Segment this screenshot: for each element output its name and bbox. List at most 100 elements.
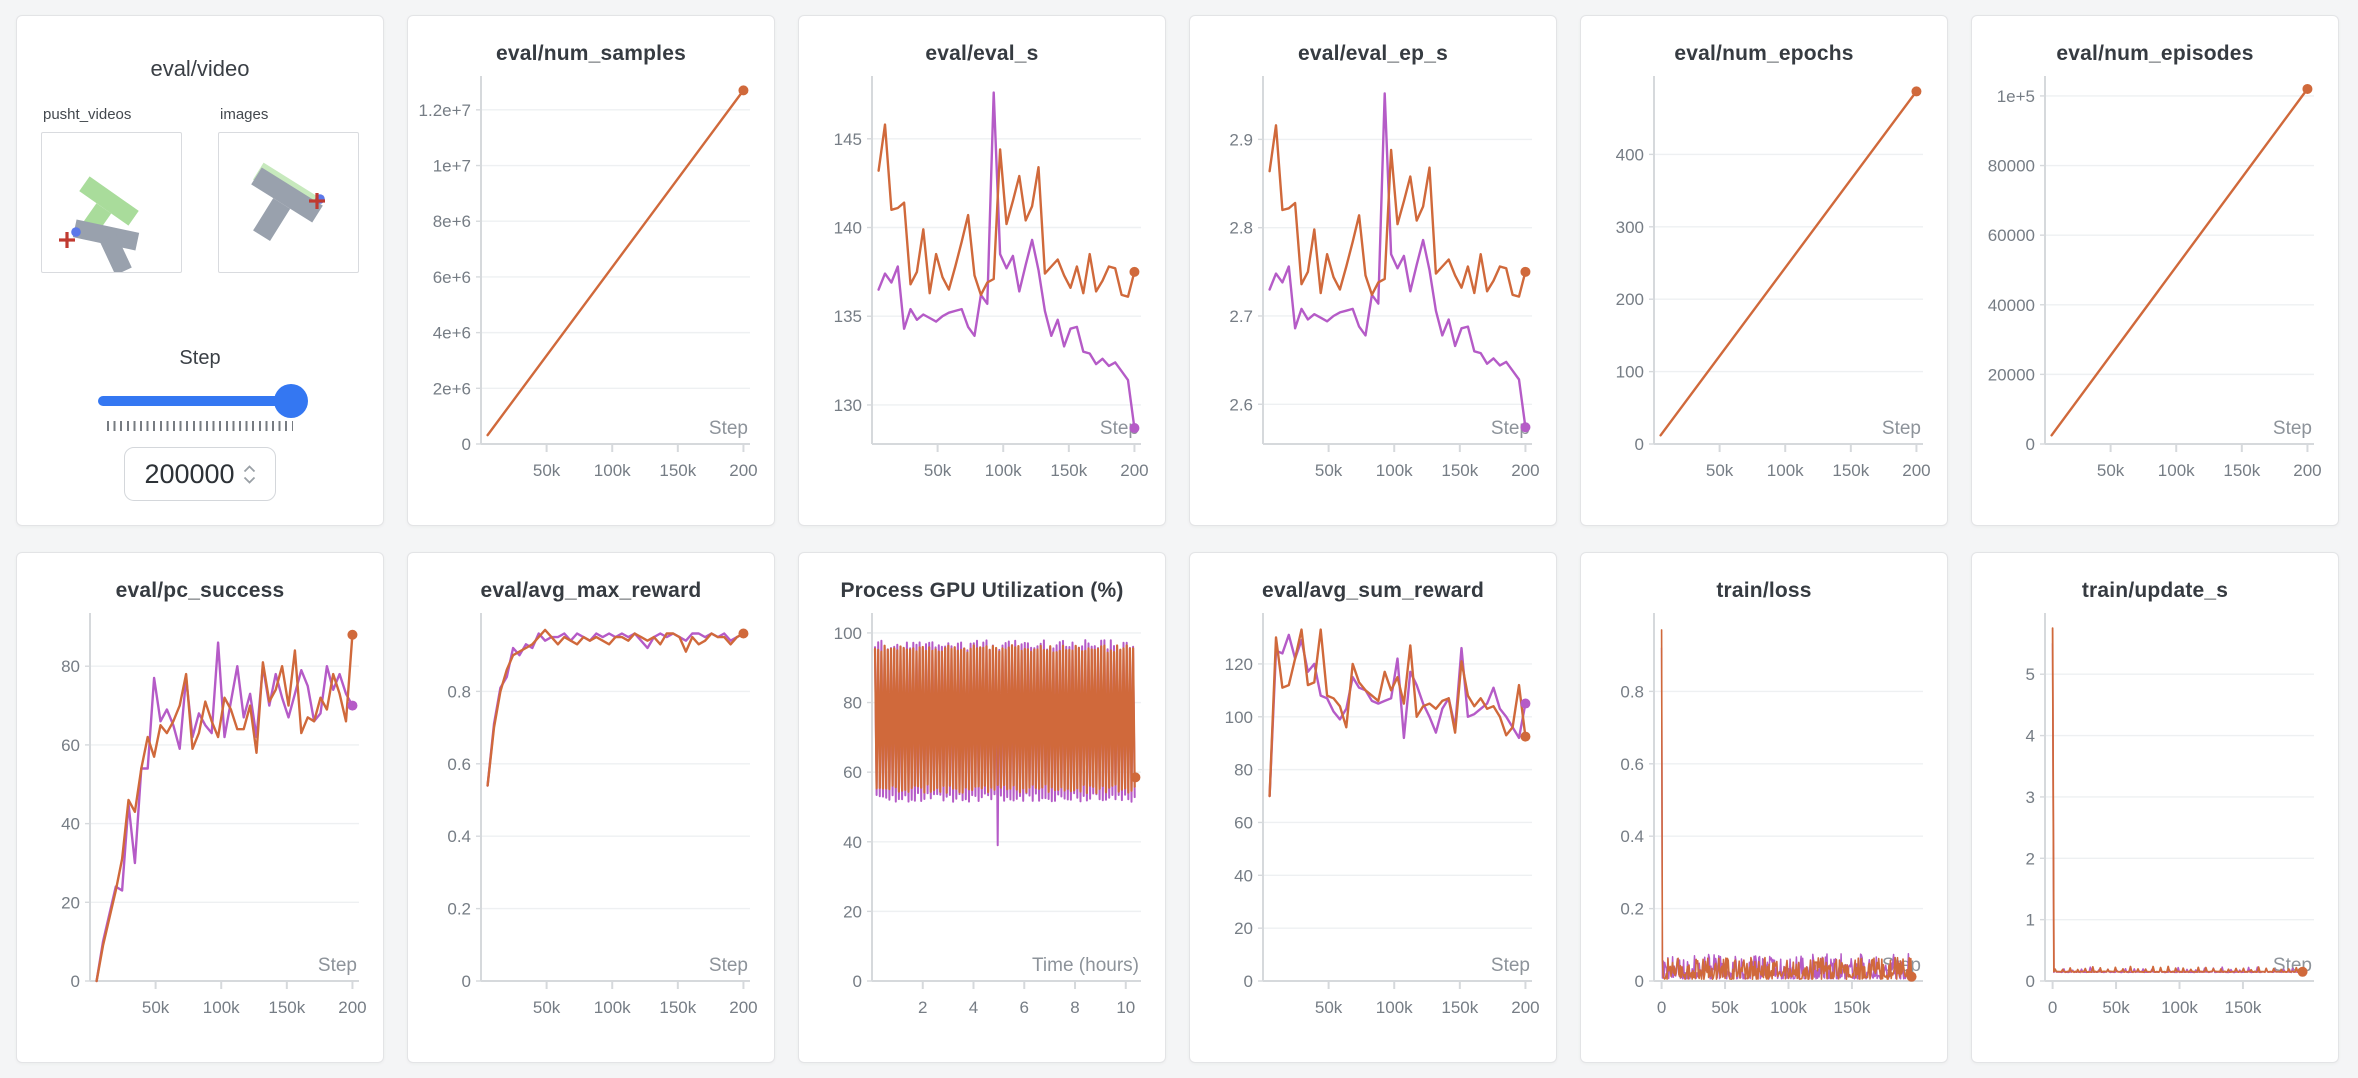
step-stepper[interactable] — [243, 464, 256, 484]
svg-text:Step: Step — [1882, 418, 1921, 439]
step-slider-block: Step 200000 — [28, 347, 372, 501]
svg-text:80: 80 — [843, 694, 862, 713]
svg-text:150k: 150k — [1441, 998, 1478, 1017]
svg-text:40: 40 — [843, 833, 862, 852]
video-thumbnails: pusht_videos — [41, 106, 359, 276]
svg-text:Step: Step — [2273, 418, 2312, 439]
svg-text:100k: 100k — [203, 998, 240, 1017]
step-slider-label: Step — [179, 347, 221, 369]
svg-text:Time (hours): Time (hours) — [1032, 955, 1139, 976]
agent-dot-icon — [71, 227, 81, 237]
panel-eval-pc-success: eval/pc_success 0 20 40 60 80 50k 100k 150k 200 S… — [16, 552, 384, 1063]
chart-eval-num-epochs[interactable]: 0 100 200 300 400 50k 100k 150k 200 Step — [1592, 68, 1936, 500]
pusht-image-render — [251, 162, 325, 242]
thumb-group-images: images — [218, 106, 359, 273]
images-thumbnail[interactable] — [218, 132, 359, 273]
chart-eval-eval-ep-s[interactable]: 2.6 2.7 2.8 2.9 50k 100k 150k 200 Step — [1201, 68, 1545, 500]
svg-text:0: 0 — [1635, 972, 1644, 991]
stepper-up-icon[interactable] — [243, 464, 256, 473]
step-slider-track[interactable] — [98, 396, 302, 406]
svg-text:20: 20 — [1234, 919, 1253, 938]
svg-text:150k: 150k — [2223, 461, 2260, 480]
svg-text:0: 0 — [2026, 972, 2035, 991]
svg-text:50k: 50k — [2102, 998, 2130, 1017]
chart-title: eval/num_epochs — [1674, 42, 1854, 65]
svg-text:60: 60 — [1234, 813, 1253, 832]
svg-text:80000: 80000 — [1988, 157, 2035, 176]
chart-title: eval/eval_s — [925, 42, 1039, 65]
svg-text:Step: Step — [1100, 418, 1139, 439]
svg-text:8: 8 — [1070, 998, 1079, 1017]
chart-eval-avg-max-reward[interactable]: 0 0.2 0.4 0.6 0.8 50k 100k 150k 200 Step — [419, 605, 763, 1037]
svg-text:200: 200 — [729, 461, 757, 480]
goal-cross-icon — [59, 232, 75, 248]
svg-text:8e+6: 8e+6 — [433, 212, 471, 231]
chart-eval-num-episodes[interactable]: 0 20000 40000 60000 80000 1e+5 50k 100k 150k 200 S… — [1983, 68, 2327, 500]
pusht-video-thumbnail[interactable] — [41, 132, 182, 276]
chart-title: Process GPU Utilization (%) — [840, 579, 1124, 602]
chart-eval-pc-success[interactable]: 0 20 40 60 80 50k 100k 150k 200 Step — [28, 605, 372, 1037]
chart-process-gpu-utilization[interactable]: 0 20 40 60 80 100 2 4 6 8 10 Time (hours) — [810, 605, 1154, 1037]
chart-eval-eval-s[interactable]: 130 135 140 145 50k 100k 150k 200 Step — [810, 68, 1154, 500]
svg-text:135: 135 — [834, 307, 862, 326]
pusht-env-render — [59, 176, 140, 276]
svg-text:0: 0 — [71, 972, 80, 991]
svg-text:100k: 100k — [594, 998, 631, 1017]
svg-text:0.4: 0.4 — [1620, 827, 1644, 846]
svg-text:50k: 50k — [1315, 461, 1343, 480]
svg-text:2e+6: 2e+6 — [433, 379, 471, 398]
svg-text:50k: 50k — [1315, 998, 1343, 1017]
svg-text:4e+6: 4e+6 — [433, 324, 471, 343]
panel-eval-num-epochs: eval/num_epochs 0 100 200 300 400 50k 100k 150k… — [1580, 15, 1948, 526]
svg-text:200: 200 — [2293, 461, 2321, 480]
svg-text:6: 6 — [1020, 998, 1029, 1017]
chart-title: eval/avg_sum_reward — [1261, 579, 1485, 602]
svg-text:100k: 100k — [985, 461, 1022, 480]
panel-eval-video: eval/video pusht_videos — [16, 15, 384, 526]
svg-text:50k: 50k — [533, 461, 561, 480]
svg-text:40: 40 — [1234, 866, 1253, 885]
svg-text:0: 0 — [853, 972, 862, 991]
svg-text:3: 3 — [2026, 788, 2035, 807]
svg-text:60000: 60000 — [1988, 226, 2035, 245]
chart-eval-num-samples[interactable]: 0 2e+6 4e+6 6e+6 8e+6 1e+7 1.2e+7 50k 100k 150k 20… — [419, 68, 763, 500]
svg-text:20: 20 — [843, 902, 862, 921]
svg-text:80: 80 — [1234, 761, 1253, 780]
svg-text:100: 100 — [834, 624, 862, 643]
step-number-input[interactable]: 200000 — [124, 447, 276, 501]
svg-text:150k: 150k — [1441, 461, 1478, 480]
thumb-label-images: images — [220, 106, 269, 123]
panel-train-update-s: train/update_s 0 1 2 3 4 5 0 50k 100k 150k Step — [1971, 552, 2339, 1063]
svg-text:10: 10 — [1116, 998, 1135, 1017]
svg-text:1: 1 — [2026, 911, 2035, 930]
svg-text:Step: Step — [1491, 955, 1530, 976]
step-slider-handle[interactable] — [274, 384, 308, 418]
svg-text:Step: Step — [318, 955, 357, 976]
svg-text:200: 200 — [338, 998, 366, 1017]
step-slider[interactable] — [98, 384, 308, 418]
svg-text:0.2: 0.2 — [447, 900, 471, 919]
svg-text:50k: 50k — [2097, 461, 2125, 480]
svg-text:200: 200 — [1511, 998, 1539, 1017]
svg-text:50k: 50k — [1711, 998, 1739, 1017]
svg-text:100: 100 — [1225, 708, 1253, 727]
svg-text:0: 0 — [1635, 435, 1644, 454]
svg-text:50k: 50k — [924, 461, 952, 480]
svg-text:150k: 150k — [1832, 461, 1869, 480]
svg-text:145: 145 — [834, 130, 862, 149]
svg-text:50k: 50k — [533, 998, 561, 1017]
panel-eval-avg-sum-reward: eval/avg_sum_reward 0 20 40 60 80 100 120 50k 10… — [1189, 552, 1557, 1063]
panel-process-gpu-utilization: Process GPU Utilization (%) 0 20 40 60 80 100… — [798, 552, 1166, 1063]
chart-title: eval/avg_max_reward — [480, 579, 702, 602]
chart-eval-avg-sum-reward[interactable]: 0 20 40 60 80 100 120 50k 100k 150k 200 Step — [1201, 605, 1545, 1037]
chart-title: eval/pc_success — [115, 579, 285, 602]
stepper-down-icon[interactable] — [243, 476, 256, 484]
svg-text:140: 140 — [834, 219, 862, 238]
svg-text:200: 200 — [1120, 461, 1148, 480]
svg-text:2.7: 2.7 — [1229, 307, 1253, 326]
svg-text:200: 200 — [1902, 461, 1930, 480]
svg-text:2.8: 2.8 — [1229, 219, 1253, 238]
thumb-group-pusht-videos: pusht_videos — [41, 106, 182, 276]
